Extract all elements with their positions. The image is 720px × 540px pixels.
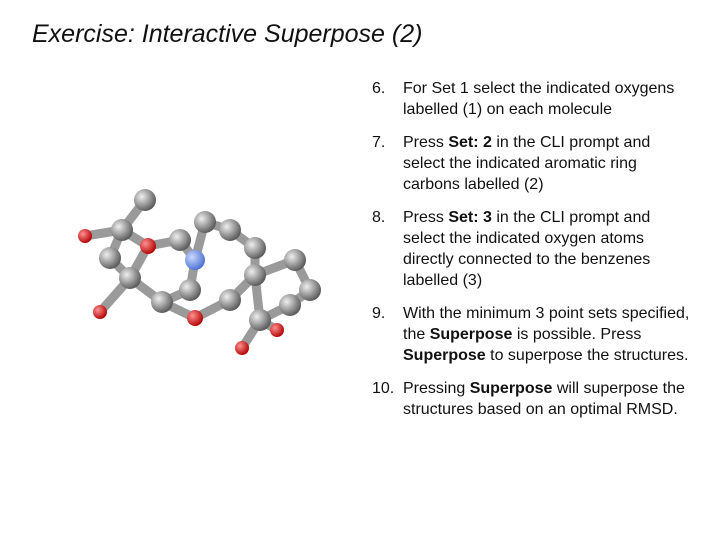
step-text-run: will superpose the structures based on a… xyxy=(403,380,685,418)
step-text-run: With the minimum 3 point sets specified,… xyxy=(403,305,690,343)
step-text-run: in the CLI prompt and select the indicat… xyxy=(403,209,651,289)
step-text-run: Pressing xyxy=(403,380,470,397)
step-text: With the minimum 3 point sets specified,… xyxy=(403,303,690,366)
step-number: 10. xyxy=(372,380,395,397)
step-item: 9. With the minimum 3 point sets specifie… xyxy=(372,303,690,366)
step-text: Press Set: 2 in the CLI prompt and selec… xyxy=(403,132,690,195)
atoms xyxy=(78,189,321,355)
step-item: 6. For Set 1 select the indicated oxygens… xyxy=(372,78,690,120)
step-text-run: is possible. Press xyxy=(512,326,642,343)
step-text-run: Press xyxy=(403,134,449,151)
step-text-run: in the CLI prompt and select the indicat… xyxy=(403,134,651,193)
molecule-image xyxy=(78,189,321,355)
step-bold-text: Superpose xyxy=(469,380,553,397)
step-bold-text: Superpose xyxy=(403,347,486,364)
step-text-run: to superpose the structures. xyxy=(485,347,689,364)
step-number: 6. xyxy=(372,80,386,97)
step-text: Press Set: 3 in the CLI prompt and selec… xyxy=(403,207,690,291)
step-text: For Set 1 select the indicated oxygens l… xyxy=(403,78,690,120)
step-list: 6. For Set 1 select the indicated oxygens… xyxy=(372,78,690,432)
step-item: 8. Press Set: 3 in the CLI prompt and sel… xyxy=(372,207,690,291)
step-item: 7. Press Set: 2 in the CLI prompt and sel… xyxy=(372,132,690,195)
step-text-run: For Set 1 select the indicated oxygens l… xyxy=(403,80,675,118)
step-item: 10. Pressing Superpose will superpose the… xyxy=(372,378,690,420)
step-number: 9. xyxy=(372,305,386,322)
step-number: 8. xyxy=(372,209,386,226)
step-bold-text: Set: 2 xyxy=(448,134,492,151)
slide-title: Exercise: Interactive Superpose (2) xyxy=(32,20,423,48)
step-bold-text: Set: 3 xyxy=(448,209,492,226)
step-number: 7. xyxy=(372,134,386,151)
step-text-run: Press xyxy=(403,209,449,226)
step-text: Pressing Superpose will superpose the st… xyxy=(403,378,690,420)
step-bold-text: Superpose xyxy=(429,326,513,343)
